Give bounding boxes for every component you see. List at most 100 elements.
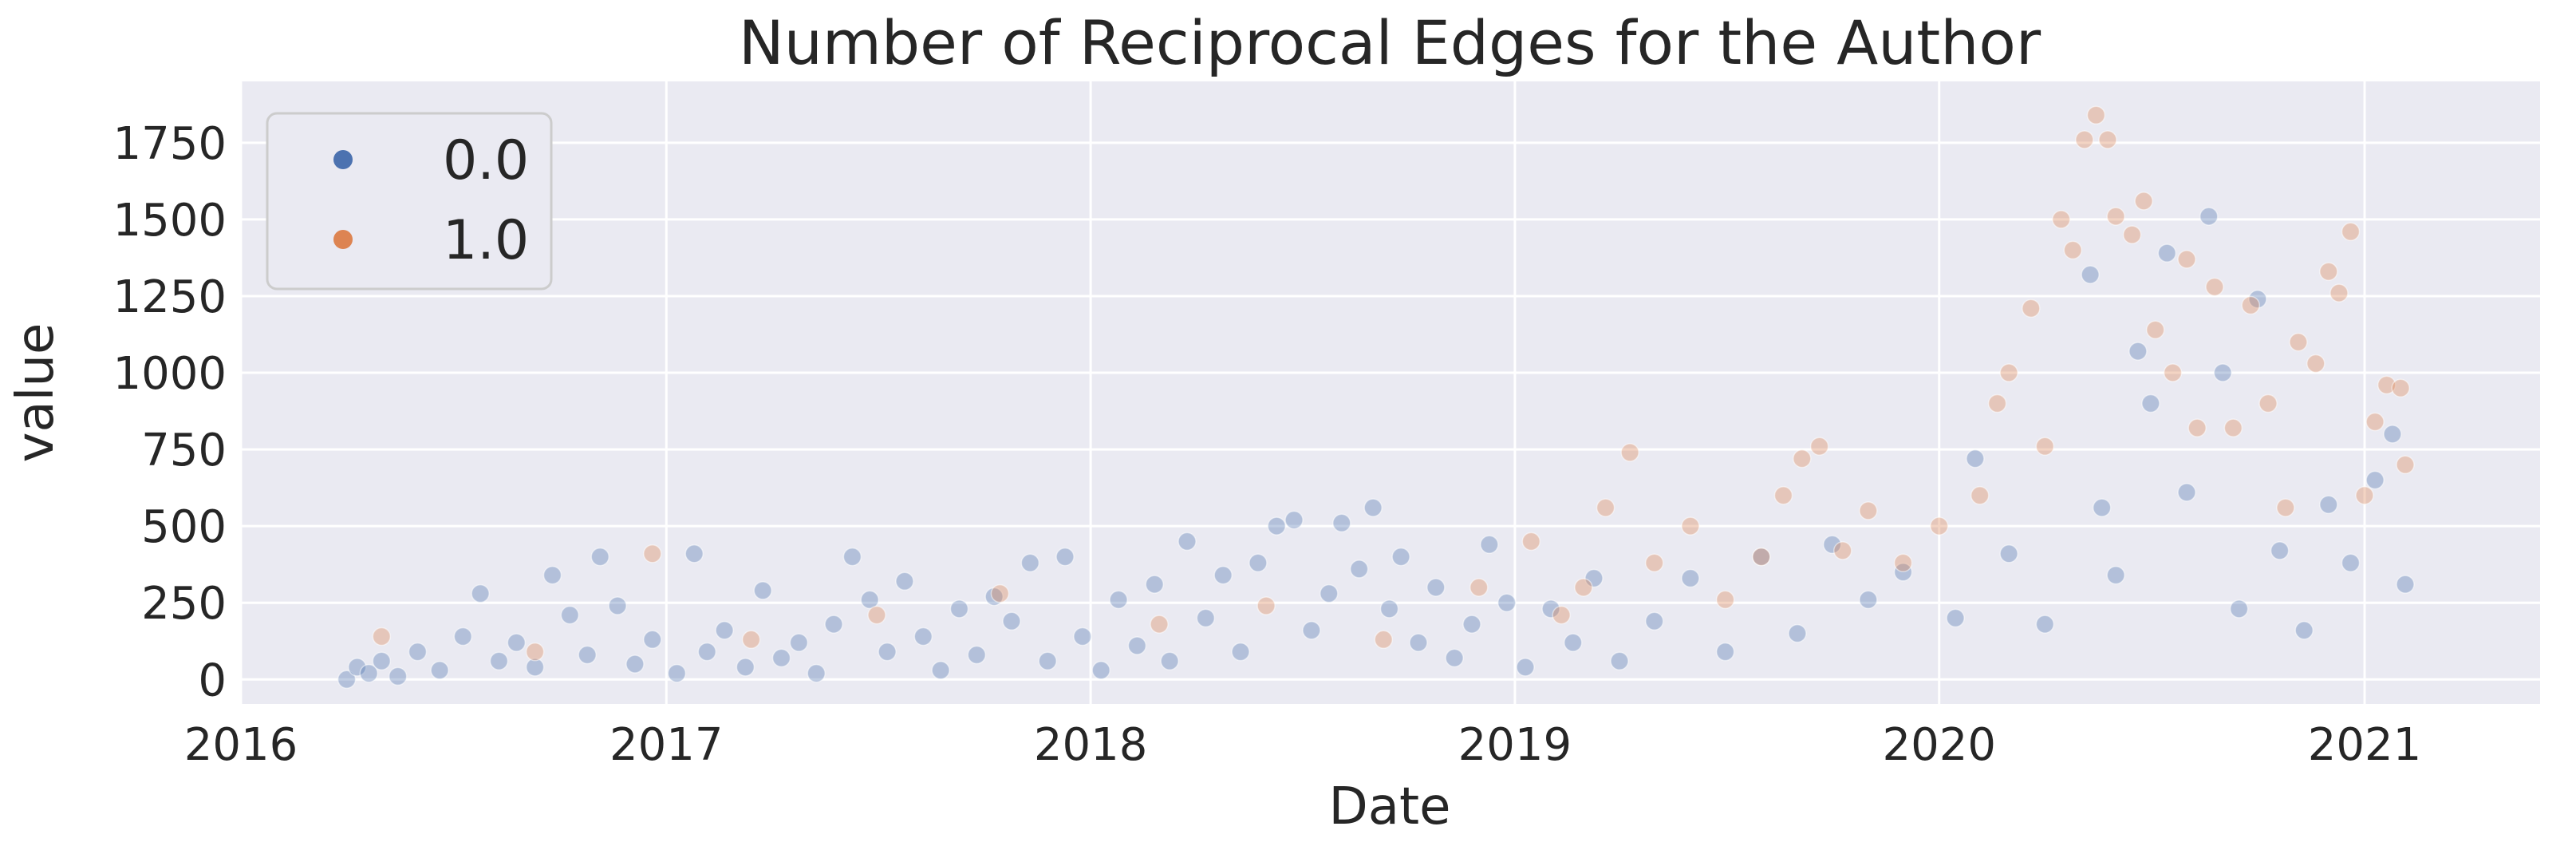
x-tick-label: 2020 — [1882, 719, 1996, 771]
data-point — [895, 571, 914, 591]
data-point — [1249, 553, 1268, 573]
data-point — [1715, 590, 1735, 610]
y-tick-label: 0 — [198, 654, 227, 706]
data-point — [2213, 363, 2232, 382]
data-point — [2241, 295, 2260, 315]
data-point — [1822, 535, 1842, 554]
data-point — [1426, 578, 1446, 597]
data-point — [1231, 642, 1250, 662]
data-point — [2319, 495, 2338, 514]
data-point — [1929, 516, 1949, 536]
data-point — [2035, 615, 2055, 634]
data-point — [1644, 553, 1664, 573]
data-point — [1469, 578, 1489, 597]
data-point — [1497, 593, 1517, 612]
data-point — [1541, 599, 1560, 619]
data-point — [2276, 498, 2295, 517]
data-point — [2106, 207, 2125, 226]
data-point — [984, 587, 1004, 607]
data-point — [1859, 590, 1878, 610]
x-tick-label: 2017 — [609, 719, 724, 771]
data-point — [967, 645, 987, 665]
data-point — [1332, 513, 1351, 533]
data-point — [453, 627, 473, 646]
y-tick-label: 750 — [141, 425, 227, 476]
data-point — [1610, 651, 1629, 670]
data-point — [1987, 393, 2007, 413]
x-tick-label: 2021 — [2308, 719, 2422, 771]
data-point — [1970, 485, 1990, 505]
data-point — [741, 630, 761, 650]
data-point — [1793, 449, 1812, 469]
data-point — [2319, 262, 2338, 281]
data-point — [2396, 575, 2415, 594]
y-tick-label: 500 — [141, 501, 227, 553]
data-point — [2035, 437, 2055, 456]
chart-title: Number of Reciprocal Edges for the Autho… — [739, 7, 2041, 78]
data-point — [1833, 541, 1852, 560]
y-axis-label: value — [6, 323, 65, 463]
data-point — [2377, 375, 2397, 395]
data-point — [560, 605, 580, 625]
data-point — [2098, 130, 2117, 149]
data-point — [697, 642, 717, 662]
data-point — [643, 544, 662, 563]
data-point — [753, 581, 772, 600]
tick-labels-layer: 0 250 500 750 1000 1250 1500 1750 2016 2017 2018 20… — [112, 118, 2421, 771]
data-point — [1150, 615, 1169, 634]
data-point — [2258, 393, 2278, 413]
data-point — [789, 633, 809, 652]
data-point — [2163, 363, 2183, 382]
data-point — [1020, 553, 1040, 573]
data-point — [667, 663, 687, 683]
data-point — [2141, 393, 2160, 413]
data-point — [842, 547, 862, 567]
data-point — [2022, 299, 2041, 318]
data-point — [1859, 501, 1878, 520]
data-point — [1574, 578, 1593, 597]
legend: 0.01.0 — [266, 112, 553, 291]
data-point — [2294, 621, 2314, 640]
data-point — [1127, 636, 1147, 655]
data-point — [2341, 553, 2361, 573]
data-point — [867, 605, 886, 625]
data-point — [1773, 485, 1793, 505]
data-point — [1966, 449, 1985, 469]
y-tick-label: 1250 — [112, 271, 227, 323]
data-point — [2365, 412, 2385, 432]
data-point — [2187, 418, 2207, 437]
x-tick-label: 2019 — [1458, 719, 1572, 771]
data-point — [684, 544, 704, 563]
data-point — [2081, 265, 2100, 284]
data-point — [1564, 633, 1583, 652]
data-point — [1644, 611, 1664, 631]
data-point — [1681, 568, 1700, 588]
data-point — [2177, 250, 2196, 269]
data-point — [2122, 225, 2142, 244]
data-point — [1999, 544, 2018, 563]
data-point — [1893, 553, 1913, 573]
series-1.0 — [372, 105, 2415, 662]
data-point — [337, 670, 357, 690]
grid-layer — [239, 81, 2540, 704]
data-point — [1391, 547, 1410, 567]
data-point — [2199, 207, 2219, 226]
data-point — [1109, 590, 1128, 610]
data-point — [2383, 425, 2402, 444]
data-point — [489, 651, 509, 670]
data-point — [1379, 599, 1399, 619]
y-tick-label: 250 — [141, 578, 227, 630]
data-point — [1809, 437, 1829, 456]
data-point — [372, 651, 392, 670]
legend-label: 1.0 — [443, 209, 529, 272]
data-point — [2205, 277, 2224, 297]
data-point — [2051, 210, 2071, 229]
data-point — [2134, 192, 2153, 211]
data-point — [1363, 498, 1383, 517]
data-point — [1302, 621, 1321, 640]
data-point — [2106, 565, 2125, 585]
legend-marker — [333, 230, 353, 249]
data-point — [2270, 541, 2290, 560]
data-point — [359, 663, 379, 683]
data-point — [2075, 130, 2094, 149]
